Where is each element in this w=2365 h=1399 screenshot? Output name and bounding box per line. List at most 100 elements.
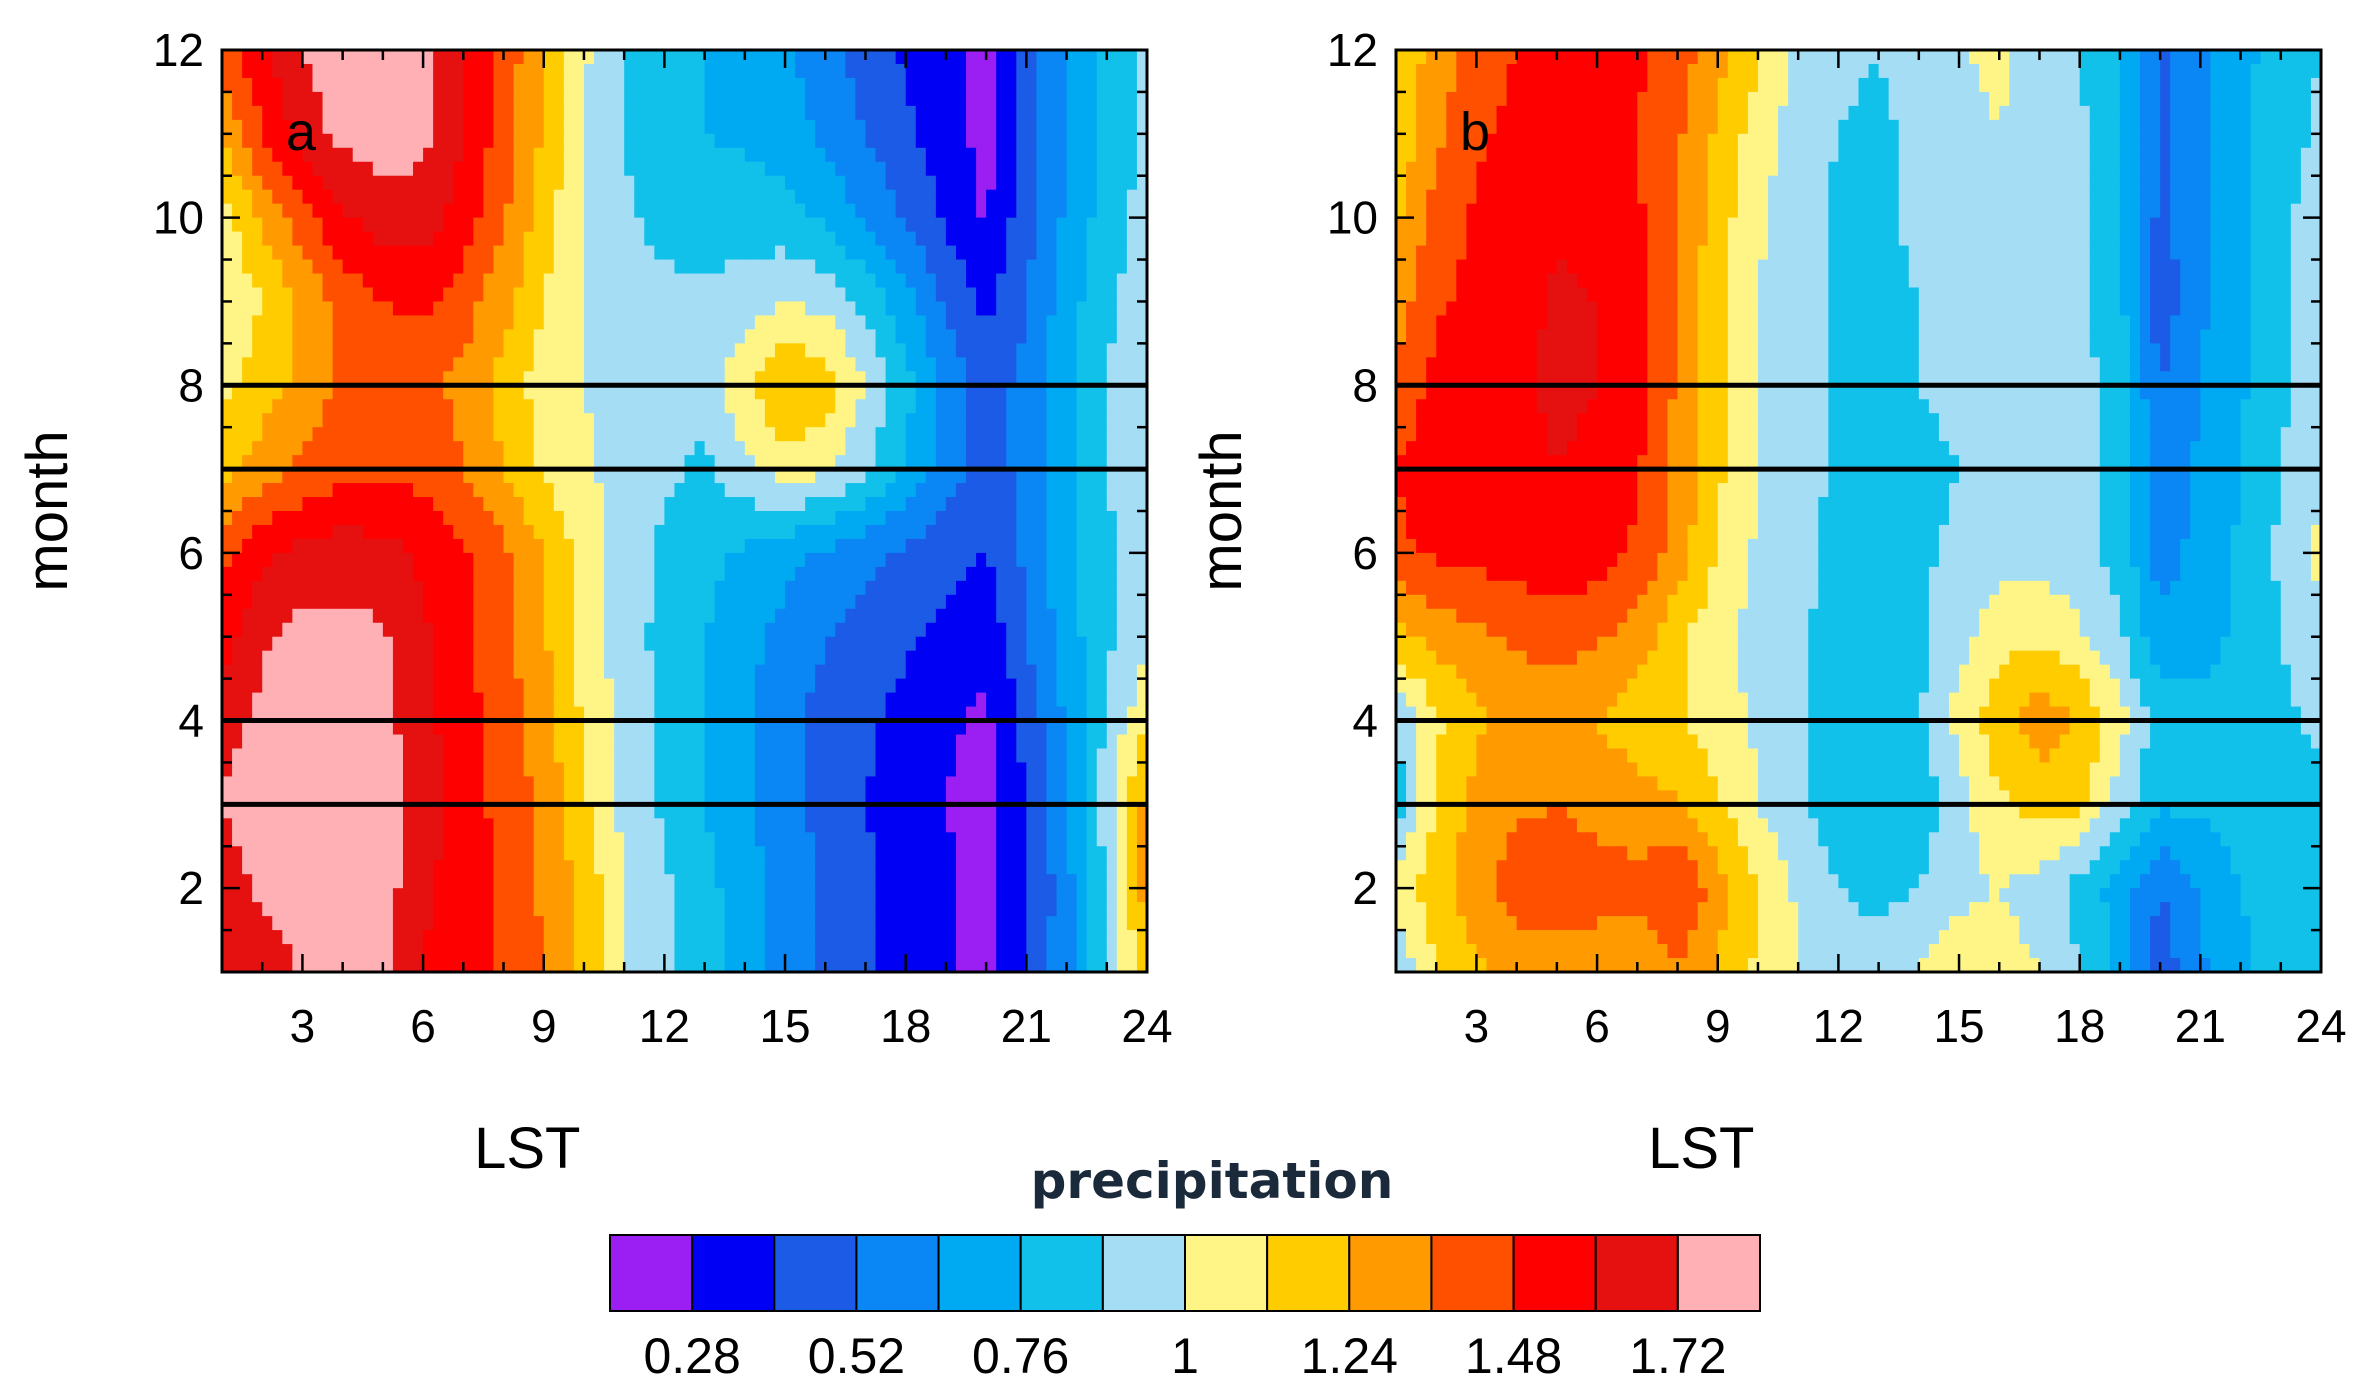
heat-cell	[583, 413, 595, 428]
heat-cell	[1066, 511, 1078, 526]
heat-cell	[292, 706, 304, 722]
heat-cell	[774, 594, 786, 610]
heat-cell	[855, 511, 867, 526]
heat-cell	[272, 217, 284, 233]
heat-cell	[252, 301, 263, 317]
heat-cell	[362, 483, 374, 498]
heat-cell	[714, 343, 726, 359]
heat-cell	[1136, 594, 1148, 610]
heat-cell	[583, 161, 595, 177]
heat-cell	[795, 427, 806, 442]
heat-cell	[362, 664, 374, 680]
heat-cell	[654, 511, 666, 526]
heat-cell	[1026, 552, 1038, 568]
heat-cell	[1126, 231, 1138, 247]
heat-cell	[1026, 511, 1038, 526]
heat-cell	[563, 552, 575, 568]
heat-cell	[1136, 77, 1148, 93]
heat-cell	[805, 63, 816, 79]
heat-cell	[805, 343, 816, 359]
heat-cell	[513, 608, 525, 624]
heat-cell	[372, 748, 384, 764]
heat-cell	[302, 636, 314, 652]
heat-cell	[222, 343, 233, 359]
heat-cell	[986, 161, 997, 177]
heat-cell	[1006, 175, 1017, 191]
heat-cell	[523, 273, 535, 289]
heat-cell	[413, 804, 424, 820]
heat-cell	[443, 259, 454, 275]
heat-cell	[1026, 329, 1038, 345]
heat-cell	[543, 538, 555, 554]
heat-cell	[463, 259, 475, 275]
heat-cell	[935, 161, 947, 177]
heat-cell	[1076, 580, 1088, 596]
heat-cell	[402, 748, 414, 764]
heat-cell	[372, 287, 384, 303]
heat-cell	[232, 245, 243, 261]
heat-cell	[785, 315, 796, 331]
heat-cell	[734, 538, 746, 554]
heat-cell	[1006, 622, 1017, 638]
heat-cell	[976, 678, 987, 694]
heat-cell	[604, 511, 615, 526]
heat-cell	[664, 483, 676, 498]
heat-cell	[402, 399, 414, 414]
heat-cell	[322, 776, 334, 792]
heat-cell	[674, 734, 686, 750]
heat-cell	[463, 469, 475, 484]
heat-cell	[674, 497, 686, 512]
heat-cell	[714, 720, 726, 736]
heat-cell	[744, 77, 756, 93]
heat-cell	[986, 119, 997, 135]
heat-cell	[1106, 231, 1118, 247]
heat-cell	[342, 273, 354, 289]
heat-cell	[885, 524, 897, 540]
heat-cell	[362, 315, 374, 331]
heat-cell	[362, 175, 374, 191]
heat-cell	[543, 105, 555, 121]
heat-cell	[433, 203, 444, 219]
heat-cell	[443, 413, 454, 428]
heat-cell	[624, 231, 635, 247]
heat-cell	[382, 63, 394, 79]
heat-cell	[302, 483, 314, 498]
heat-cell	[292, 329, 304, 345]
heat-cell	[1056, 762, 1068, 778]
heat-cell	[704, 636, 716, 652]
heat-cell	[1086, 552, 1098, 568]
heat-cell	[543, 175, 555, 191]
heat-cell	[724, 483, 736, 498]
heat-cell	[473, 301, 485, 317]
heat-cell	[322, 259, 334, 275]
heat-cell	[915, 706, 927, 722]
heat-cell	[966, 245, 977, 261]
heat-cell	[644, 315, 656, 331]
heat-cell	[754, 790, 766, 806]
heat-cell	[764, 119, 776, 135]
heat-cell	[644, 455, 656, 470]
heat-cell	[1056, 776, 1068, 792]
heat-cell	[976, 720, 987, 736]
heat-cell	[573, 441, 585, 456]
heat-cell	[604, 720, 615, 736]
heat-cell	[322, 217, 334, 233]
heat-cell	[996, 427, 1007, 442]
heat-cell	[463, 720, 475, 736]
heat-cell	[1116, 650, 1128, 666]
heat-cell	[986, 329, 997, 345]
heat-cell	[885, 497, 897, 512]
heat-cell	[885, 511, 897, 526]
heat-cell	[1066, 692, 1078, 708]
heat-cell	[624, 329, 635, 345]
heat-cell	[704, 497, 716, 512]
heat-cell	[232, 147, 243, 163]
heat-cell	[413, 720, 424, 736]
heat-cell	[1086, 762, 1098, 778]
heat-cell	[845, 552, 857, 568]
heat-cell	[583, 469, 595, 484]
heat-cell	[845, 413, 857, 428]
heat-cell	[222, 399, 233, 414]
heat-cell	[996, 203, 1007, 219]
heat-cell	[976, 259, 987, 275]
